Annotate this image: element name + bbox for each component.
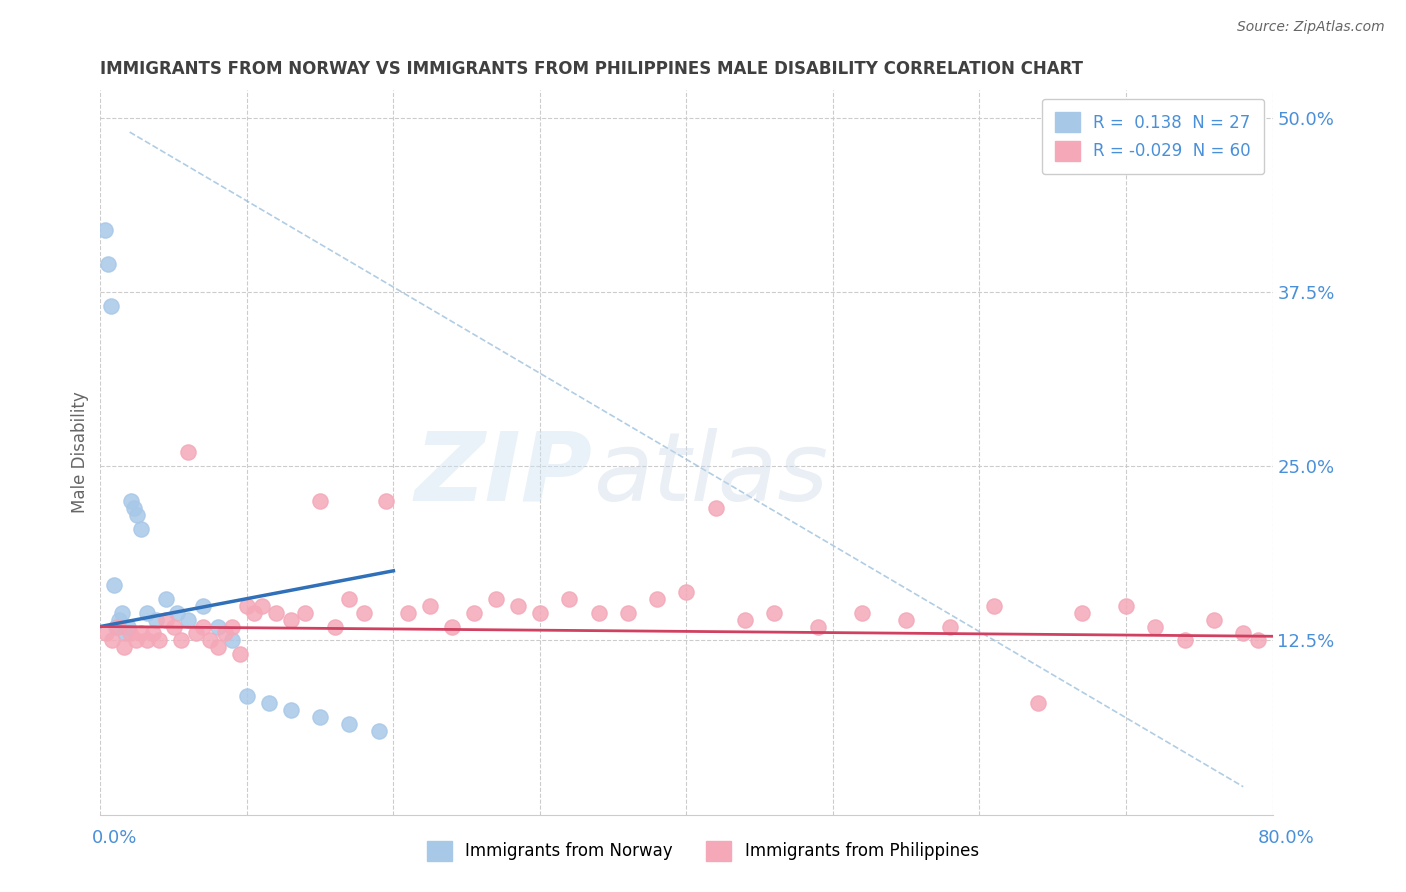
Y-axis label: Male Disability: Male Disability bbox=[72, 392, 89, 513]
Point bbox=[485, 591, 508, 606]
Point bbox=[704, 501, 727, 516]
Point bbox=[170, 633, 193, 648]
Point bbox=[207, 619, 229, 633]
Point bbox=[396, 606, 419, 620]
Point bbox=[375, 494, 398, 508]
Point bbox=[221, 633, 243, 648]
Point bbox=[983, 599, 1005, 613]
Point bbox=[250, 599, 273, 613]
Point bbox=[440, 619, 463, 633]
Point bbox=[257, 696, 280, 710]
Point bbox=[367, 723, 389, 738]
Point bbox=[207, 640, 229, 655]
Point bbox=[100, 299, 122, 313]
Point bbox=[264, 606, 287, 620]
Point bbox=[118, 626, 141, 640]
Point bbox=[191, 619, 214, 633]
Point bbox=[103, 578, 125, 592]
Text: Source: ZipAtlas.com: Source: ZipAtlas.com bbox=[1237, 20, 1385, 34]
Point bbox=[236, 689, 259, 703]
Point bbox=[177, 445, 200, 459]
Point bbox=[214, 626, 236, 640]
Point bbox=[1115, 599, 1137, 613]
Point bbox=[1232, 626, 1254, 640]
Point bbox=[228, 648, 250, 662]
Point bbox=[309, 494, 332, 508]
Text: ZIP: ZIP bbox=[415, 427, 593, 521]
Point bbox=[1071, 606, 1094, 620]
Point bbox=[763, 606, 786, 620]
Point bbox=[851, 606, 873, 620]
Point bbox=[136, 633, 159, 648]
Point bbox=[155, 591, 177, 606]
Point bbox=[122, 501, 145, 516]
Point bbox=[243, 606, 266, 620]
Text: IMMIGRANTS FROM NORWAY VS IMMIGRANTS FROM PHILIPPINES MALE DISABILITY CORRELATIO: IMMIGRANTS FROM NORWAY VS IMMIGRANTS FRO… bbox=[100, 60, 1084, 78]
Point bbox=[588, 606, 610, 620]
Point bbox=[1144, 619, 1167, 633]
Text: atlas: atlas bbox=[593, 427, 828, 521]
Point bbox=[191, 599, 214, 613]
Point bbox=[142, 626, 165, 640]
Point bbox=[114, 626, 136, 640]
Point bbox=[323, 619, 346, 633]
Point bbox=[463, 606, 485, 620]
Point bbox=[353, 606, 375, 620]
Point bbox=[617, 606, 640, 620]
Point bbox=[184, 626, 207, 640]
Point bbox=[506, 599, 529, 613]
Point bbox=[93, 222, 115, 236]
Point bbox=[734, 613, 756, 627]
Point bbox=[309, 710, 332, 724]
Legend: Immigrants from Norway, Immigrants from Philippines: Immigrants from Norway, Immigrants from … bbox=[420, 834, 986, 868]
Point bbox=[136, 606, 159, 620]
Text: 0.0%: 0.0% bbox=[91, 829, 136, 847]
Point bbox=[124, 633, 146, 648]
Point bbox=[101, 633, 124, 648]
Point bbox=[125, 508, 148, 522]
Point bbox=[177, 613, 200, 627]
Point bbox=[339, 717, 361, 731]
Point bbox=[111, 606, 134, 620]
Point bbox=[1247, 633, 1270, 648]
Point bbox=[1202, 613, 1225, 627]
Point bbox=[280, 703, 302, 717]
Point bbox=[108, 613, 131, 627]
Point bbox=[339, 591, 361, 606]
Point bbox=[939, 619, 962, 633]
Point bbox=[155, 613, 177, 627]
Point bbox=[112, 640, 135, 655]
Point bbox=[645, 591, 668, 606]
Point bbox=[280, 613, 302, 627]
Point bbox=[200, 633, 222, 648]
Point bbox=[807, 619, 830, 633]
Point bbox=[107, 619, 129, 633]
Point bbox=[105, 619, 128, 633]
Text: 80.0%: 80.0% bbox=[1258, 829, 1315, 847]
Point bbox=[1026, 696, 1049, 710]
Point bbox=[419, 599, 441, 613]
Point bbox=[162, 619, 184, 633]
Point bbox=[896, 613, 918, 627]
Point bbox=[131, 626, 153, 640]
Point bbox=[1174, 633, 1197, 648]
Point bbox=[166, 606, 188, 620]
Point bbox=[558, 591, 581, 606]
Point bbox=[131, 522, 153, 536]
Point bbox=[145, 613, 167, 627]
Point bbox=[221, 619, 243, 633]
Legend: R =  0.138  N = 27, R = -0.029  N = 60: R = 0.138 N = 27, R = -0.029 N = 60 bbox=[1042, 99, 1264, 174]
Point bbox=[675, 584, 697, 599]
Point bbox=[294, 606, 316, 620]
Point bbox=[96, 626, 118, 640]
Point bbox=[148, 633, 170, 648]
Point bbox=[236, 599, 259, 613]
Point bbox=[529, 606, 551, 620]
Point bbox=[117, 619, 139, 633]
Point bbox=[97, 257, 120, 271]
Point bbox=[120, 494, 142, 508]
